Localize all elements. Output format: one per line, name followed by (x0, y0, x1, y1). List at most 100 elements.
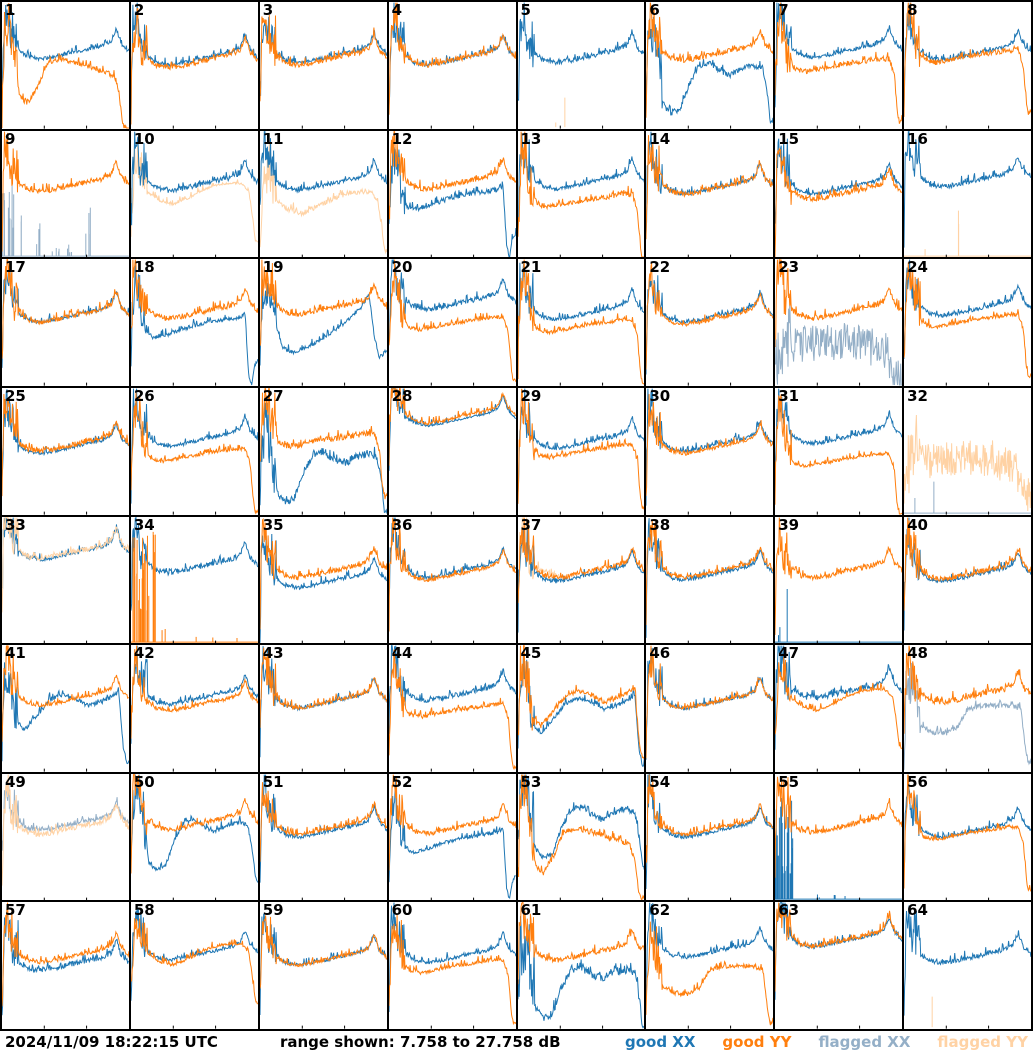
bandpass-panel[interactable]: 56 (904, 773, 1031, 901)
bandpass-panel[interactable]: 34 (130, 516, 258, 644)
bandpass-panel[interactable]: 55 (775, 773, 903, 901)
bandpass-panel[interactable]: 12 (388, 130, 516, 258)
bandpass-panel[interactable]: 22 (646, 259, 774, 386)
bandpass-panel[interactable]: 35 (259, 516, 387, 644)
bandpass-panel[interactable]: 40 (904, 516, 1031, 644)
bandpass-panel[interactable]: 7 (775, 2, 903, 129)
panel-number: 52 (391, 773, 413, 791)
series-good-yy (2, 645, 129, 742)
bandpass-panel[interactable]: 33 (2, 516, 129, 644)
bandpass-panel[interactable]: 48 (904, 645, 1031, 772)
bandpass-panel[interactable]: 17 (2, 259, 129, 386)
bandpass-panel[interactable]: 46 (646, 645, 774, 772)
series-flagged-yy (259, 143, 387, 255)
series-good-yy (646, 774, 774, 863)
bandpass-panel[interactable]: 25 (2, 387, 129, 515)
bandpass-panel[interactable]: 57 (2, 902, 129, 1029)
bandpass-panel[interactable]: 63 (775, 902, 903, 1029)
panel-number: 25 (5, 387, 26, 405)
series-good-xx (388, 517, 516, 596)
series-good-xx (388, 259, 516, 344)
bandpass-panel[interactable]: 28 (388, 387, 516, 515)
series-flagged-xx (2, 183, 129, 257)
bandpass-panel[interactable]: 29 (517, 387, 645, 515)
bandpass-panel[interactable]: 5 (517, 2, 645, 129)
bandpass-panel[interactable]: 18 (130, 259, 258, 386)
series-good-xx (259, 399, 387, 514)
bandpass-panel[interactable]: 58 (130, 902, 258, 1029)
series-good-yy (775, 393, 903, 515)
panel-number: 55 (778, 773, 800, 791)
series-good-yy (904, 645, 1031, 734)
series-good-yy (2, 3, 129, 129)
bandpass-panel[interactable]: 36 (388, 516, 516, 644)
series-good-yy (646, 263, 774, 370)
bandpass-panel[interactable]: 27 (259, 387, 387, 515)
bandpass-panel[interactable]: 41 (2, 645, 129, 772)
bandpass-panel[interactable]: 26 (130, 387, 258, 515)
bandpass-panel[interactable]: 1 (2, 2, 129, 129)
bandpass-panel[interactable]: 16 (904, 130, 1031, 258)
series-good-xx (2, 662, 129, 765)
bandpass-panel[interactable]: 15 (775, 130, 903, 258)
panel-plot (775, 645, 903, 772)
bandpass-panel[interactable]: 64 (904, 902, 1031, 1029)
panel-number: 49 (5, 773, 26, 791)
bandpass-panel[interactable]: 37 (517, 516, 645, 644)
bandpass-panel[interactable]: 23 (775, 259, 903, 386)
panel-plot (2, 645, 129, 772)
series-good-xx (388, 2, 516, 106)
panel-number: 3 (262, 2, 274, 19)
bandpass-panel[interactable]: 3 (259, 2, 387, 129)
bandpass-panel[interactable]: 39 (775, 516, 903, 644)
bandpass-panel[interactable]: 31 (775, 387, 903, 515)
bandpass-panel[interactable]: 24 (904, 259, 1031, 386)
bandpass-panel[interactable]: 52 (388, 773, 516, 901)
bandpass-panel[interactable]: 61 (517, 902, 645, 1029)
bandpass-panel[interactable]: 50 (130, 773, 258, 901)
bandpass-panel[interactable]: 44 (388, 645, 516, 772)
bandpass-panel[interactable]: 20 (388, 259, 516, 386)
bandpass-panel[interactable]: 54 (646, 773, 774, 901)
bandpass-panel[interactable]: 21 (517, 259, 645, 386)
series-good-xx (130, 774, 258, 883)
series-good-yy (388, 914, 516, 1026)
bandpass-panel[interactable]: 11 (259, 130, 387, 258)
bandpass-panel[interactable]: 19 (259, 259, 387, 386)
bandpass-panel[interactable]: 6 (646, 2, 774, 129)
legend-flagged-yy: flagged YY (937, 1033, 1028, 1051)
panel-plot (646, 773, 774, 901)
series-good-yy (517, 388, 645, 510)
bandpass-panel[interactable]: 2 (130, 2, 258, 129)
bandpass-panel[interactable]: 32 (904, 387, 1031, 515)
bandpass-panel[interactable]: 30 (646, 387, 774, 515)
bandpass-panel[interactable]: 13 (517, 130, 645, 258)
series-good-xx (904, 517, 1031, 630)
panel-plot (775, 138, 903, 258)
panel-plot (775, 776, 903, 901)
series-good-xx (259, 16, 387, 96)
bandpass-panel[interactable]: 53 (517, 773, 645, 901)
panel-plot (2, 774, 129, 901)
bandpass-panel[interactable]: 60 (388, 902, 516, 1029)
bandpass-panel[interactable]: 38 (646, 516, 774, 644)
bandpass-panel[interactable]: 59 (259, 902, 387, 1029)
bandpass-panel[interactable]: 10 (130, 130, 258, 258)
bandpass-panel[interactable]: 47 (775, 645, 903, 772)
series-good-yy (130, 259, 258, 329)
bandpass-panel[interactable]: 45 (517, 645, 645, 772)
series-good-xx (775, 388, 903, 494)
series-good-xx (259, 774, 387, 883)
series-good-xx (2, 267, 129, 369)
bandpass-panel[interactable]: 14 (646, 130, 774, 258)
bandpass-panel[interactable]: 4 (388, 2, 516, 129)
bandpass-panel[interactable]: 8 (904, 2, 1031, 129)
series-good-xx (904, 130, 1031, 248)
bandpass-panel[interactable]: 62 (646, 902, 774, 1029)
bandpass-panel[interactable]: 43 (259, 645, 387, 772)
series-good-xx (259, 913, 387, 1016)
bandpass-panel[interactable]: 9 (2, 130, 129, 258)
bandpass-panel[interactable]: 49 (2, 773, 129, 901)
bandpass-panel[interactable]: 42 (130, 645, 258, 772)
bandpass-panel[interactable]: 51 (259, 773, 387, 901)
